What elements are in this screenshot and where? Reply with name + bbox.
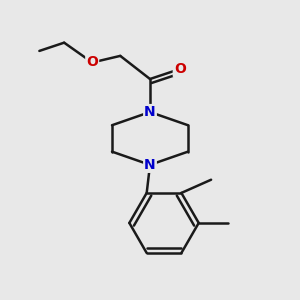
Text: O: O: [174, 62, 186, 76]
Text: N: N: [144, 158, 156, 172]
Text: O: O: [86, 56, 98, 70]
Text: N: N: [144, 105, 156, 119]
